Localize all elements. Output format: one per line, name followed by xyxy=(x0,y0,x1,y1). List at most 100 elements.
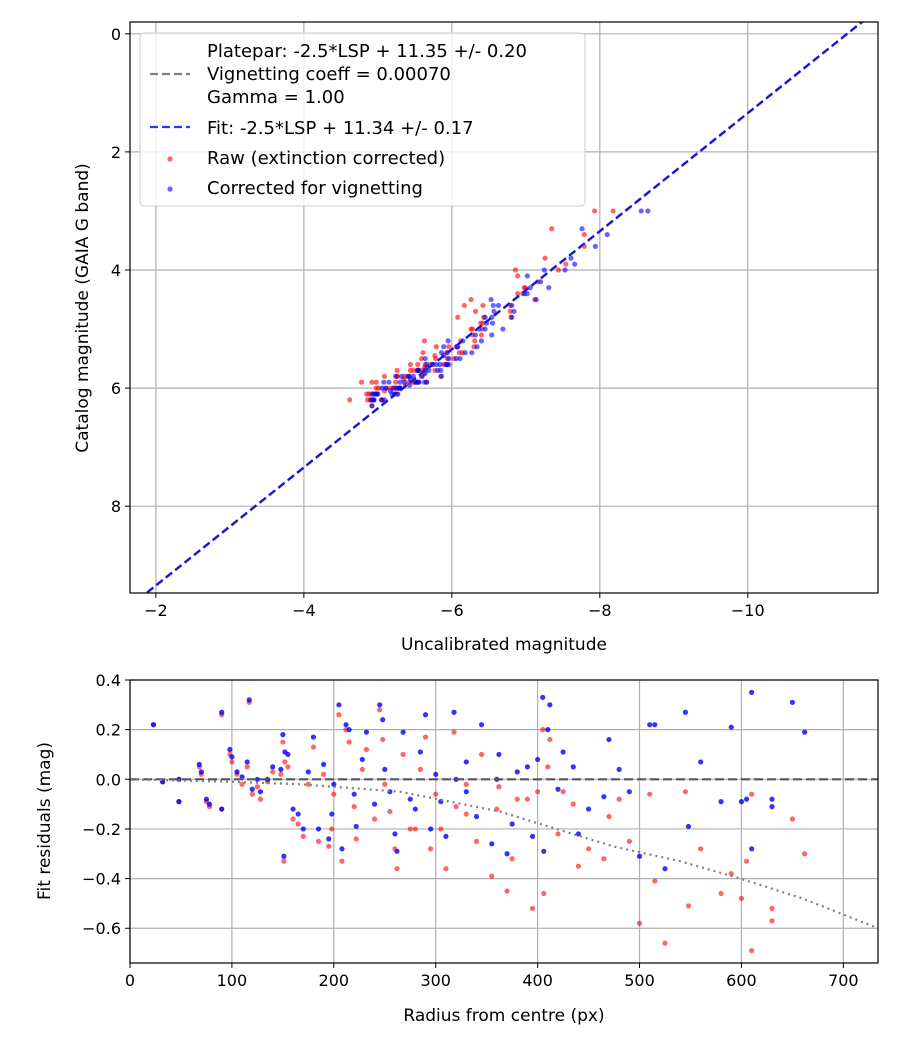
raw-residual-point xyxy=(257,796,264,802)
corrected-residual-point xyxy=(198,769,204,775)
corrected-point xyxy=(397,379,403,385)
corrected-residual-point xyxy=(547,702,553,708)
corrected-residual-point xyxy=(652,722,658,728)
corrected-point xyxy=(527,285,533,291)
x-axis-label: Radius from centre (px) xyxy=(403,1006,604,1026)
raw-residual-point xyxy=(802,851,808,857)
raw-residual-point xyxy=(749,947,755,954)
raw-residual-point xyxy=(438,826,444,832)
corrected-residual-point xyxy=(371,801,378,807)
raw-residual-point xyxy=(321,771,327,777)
corrected-residual-point xyxy=(281,853,287,859)
corrected-point xyxy=(386,379,392,385)
raw-residual-point xyxy=(394,866,400,872)
raw-residual-point xyxy=(743,858,750,864)
raw-residual-point xyxy=(540,727,546,733)
corrected-point xyxy=(422,355,428,362)
corrected-point xyxy=(453,355,459,362)
corrected-residual-point xyxy=(451,709,457,715)
vignetting-curve xyxy=(130,778,878,930)
y-tick-label: 4 xyxy=(111,261,121,280)
raw-residual-point xyxy=(769,905,775,911)
corrected-residual-point xyxy=(394,848,400,854)
raw-residual-point xyxy=(601,856,607,862)
raw-residual-point xyxy=(524,796,531,802)
raw-residual-point xyxy=(652,878,658,884)
raw-residual-point xyxy=(463,781,469,787)
raw-residual-point xyxy=(473,838,480,844)
raw-residual-point xyxy=(295,821,301,827)
corrected-residual-point xyxy=(382,766,388,772)
corrected-point xyxy=(604,231,610,238)
raw-residual-point xyxy=(239,781,245,787)
x-tick-label: −6 xyxy=(440,601,464,620)
raw-residual-point xyxy=(353,836,359,842)
raw-point xyxy=(432,353,438,359)
corrected-residual-point xyxy=(270,764,276,770)
y-tick-label: 0.2 xyxy=(96,721,121,740)
corrected-residual-point xyxy=(339,846,345,852)
corrected-point xyxy=(511,308,517,314)
corrected-residual-point xyxy=(524,764,531,770)
raw-residual-point xyxy=(545,764,551,770)
raw-point xyxy=(581,231,587,238)
corrected-residual-point xyxy=(606,736,612,743)
corrected-residual-point xyxy=(489,841,495,847)
raw-residual-point xyxy=(346,739,352,745)
corrected-residual-point xyxy=(219,709,225,715)
corrected-residual-point xyxy=(636,853,643,859)
raw-residual-point xyxy=(514,796,520,802)
raw-residual-point xyxy=(626,838,632,844)
legend-corrected-label: Corrected for vignetting xyxy=(207,178,423,199)
raw-point xyxy=(512,267,519,273)
legend-fit-label: Fit: -2.5*LSP + 11.34 +/- 0.17 xyxy=(207,118,474,139)
corrected-residual-point xyxy=(496,751,502,758)
raw-residual-point xyxy=(789,816,795,822)
raw-point xyxy=(469,326,476,332)
x-tick-label: 700 xyxy=(828,971,859,990)
raw-residual-point xyxy=(738,895,745,902)
corrected-point xyxy=(383,385,389,391)
corrected-residual-point xyxy=(346,727,352,733)
raw-residual-point xyxy=(685,903,692,909)
raw-point xyxy=(507,308,513,314)
x-tick-label: 300 xyxy=(420,971,451,990)
corrected-point xyxy=(457,355,463,362)
corrected-point xyxy=(407,382,413,388)
raw-residual-point xyxy=(229,759,235,765)
corrected-residual-point xyxy=(351,791,357,797)
corrected-residual-point xyxy=(206,801,213,807)
corrected-residual-point xyxy=(359,756,365,763)
raw-point xyxy=(420,350,426,356)
y-axis-label: Fit residuals (mag) xyxy=(35,742,55,900)
y-tick-label: 2 xyxy=(111,143,121,162)
raw-residual-point xyxy=(310,744,317,750)
corrected-residual-point xyxy=(244,759,250,765)
corrected-point xyxy=(546,285,552,291)
raw-residual-point xyxy=(280,739,286,745)
corrected-residual-point xyxy=(196,761,202,768)
raw-residual-point xyxy=(407,826,413,832)
raw-residual-point xyxy=(535,789,541,795)
raw-residual-point xyxy=(478,751,485,758)
corrected-residual-point xyxy=(310,734,317,740)
raw-residual-point xyxy=(417,766,424,772)
y-tick-label: 0 xyxy=(111,25,121,44)
corrected-residual-point xyxy=(616,766,622,772)
corrected-point xyxy=(462,350,468,356)
raw-residual-point xyxy=(541,890,547,897)
raw-point xyxy=(364,397,371,403)
x-tick-label: −10 xyxy=(731,601,765,620)
corrected-point xyxy=(438,373,445,379)
corrected-residual-point xyxy=(728,724,734,730)
raw-residual-point xyxy=(443,866,449,872)
raw-residual-point xyxy=(336,712,342,718)
raw-point xyxy=(461,302,468,309)
corrected-point xyxy=(592,243,598,249)
raw-residual-point xyxy=(647,791,653,797)
corrected-residual-point xyxy=(254,776,260,782)
raw-residual-point xyxy=(560,789,566,795)
corrected-point xyxy=(568,255,574,261)
corrected-residual-point xyxy=(504,851,510,857)
corrected-point xyxy=(638,208,644,214)
